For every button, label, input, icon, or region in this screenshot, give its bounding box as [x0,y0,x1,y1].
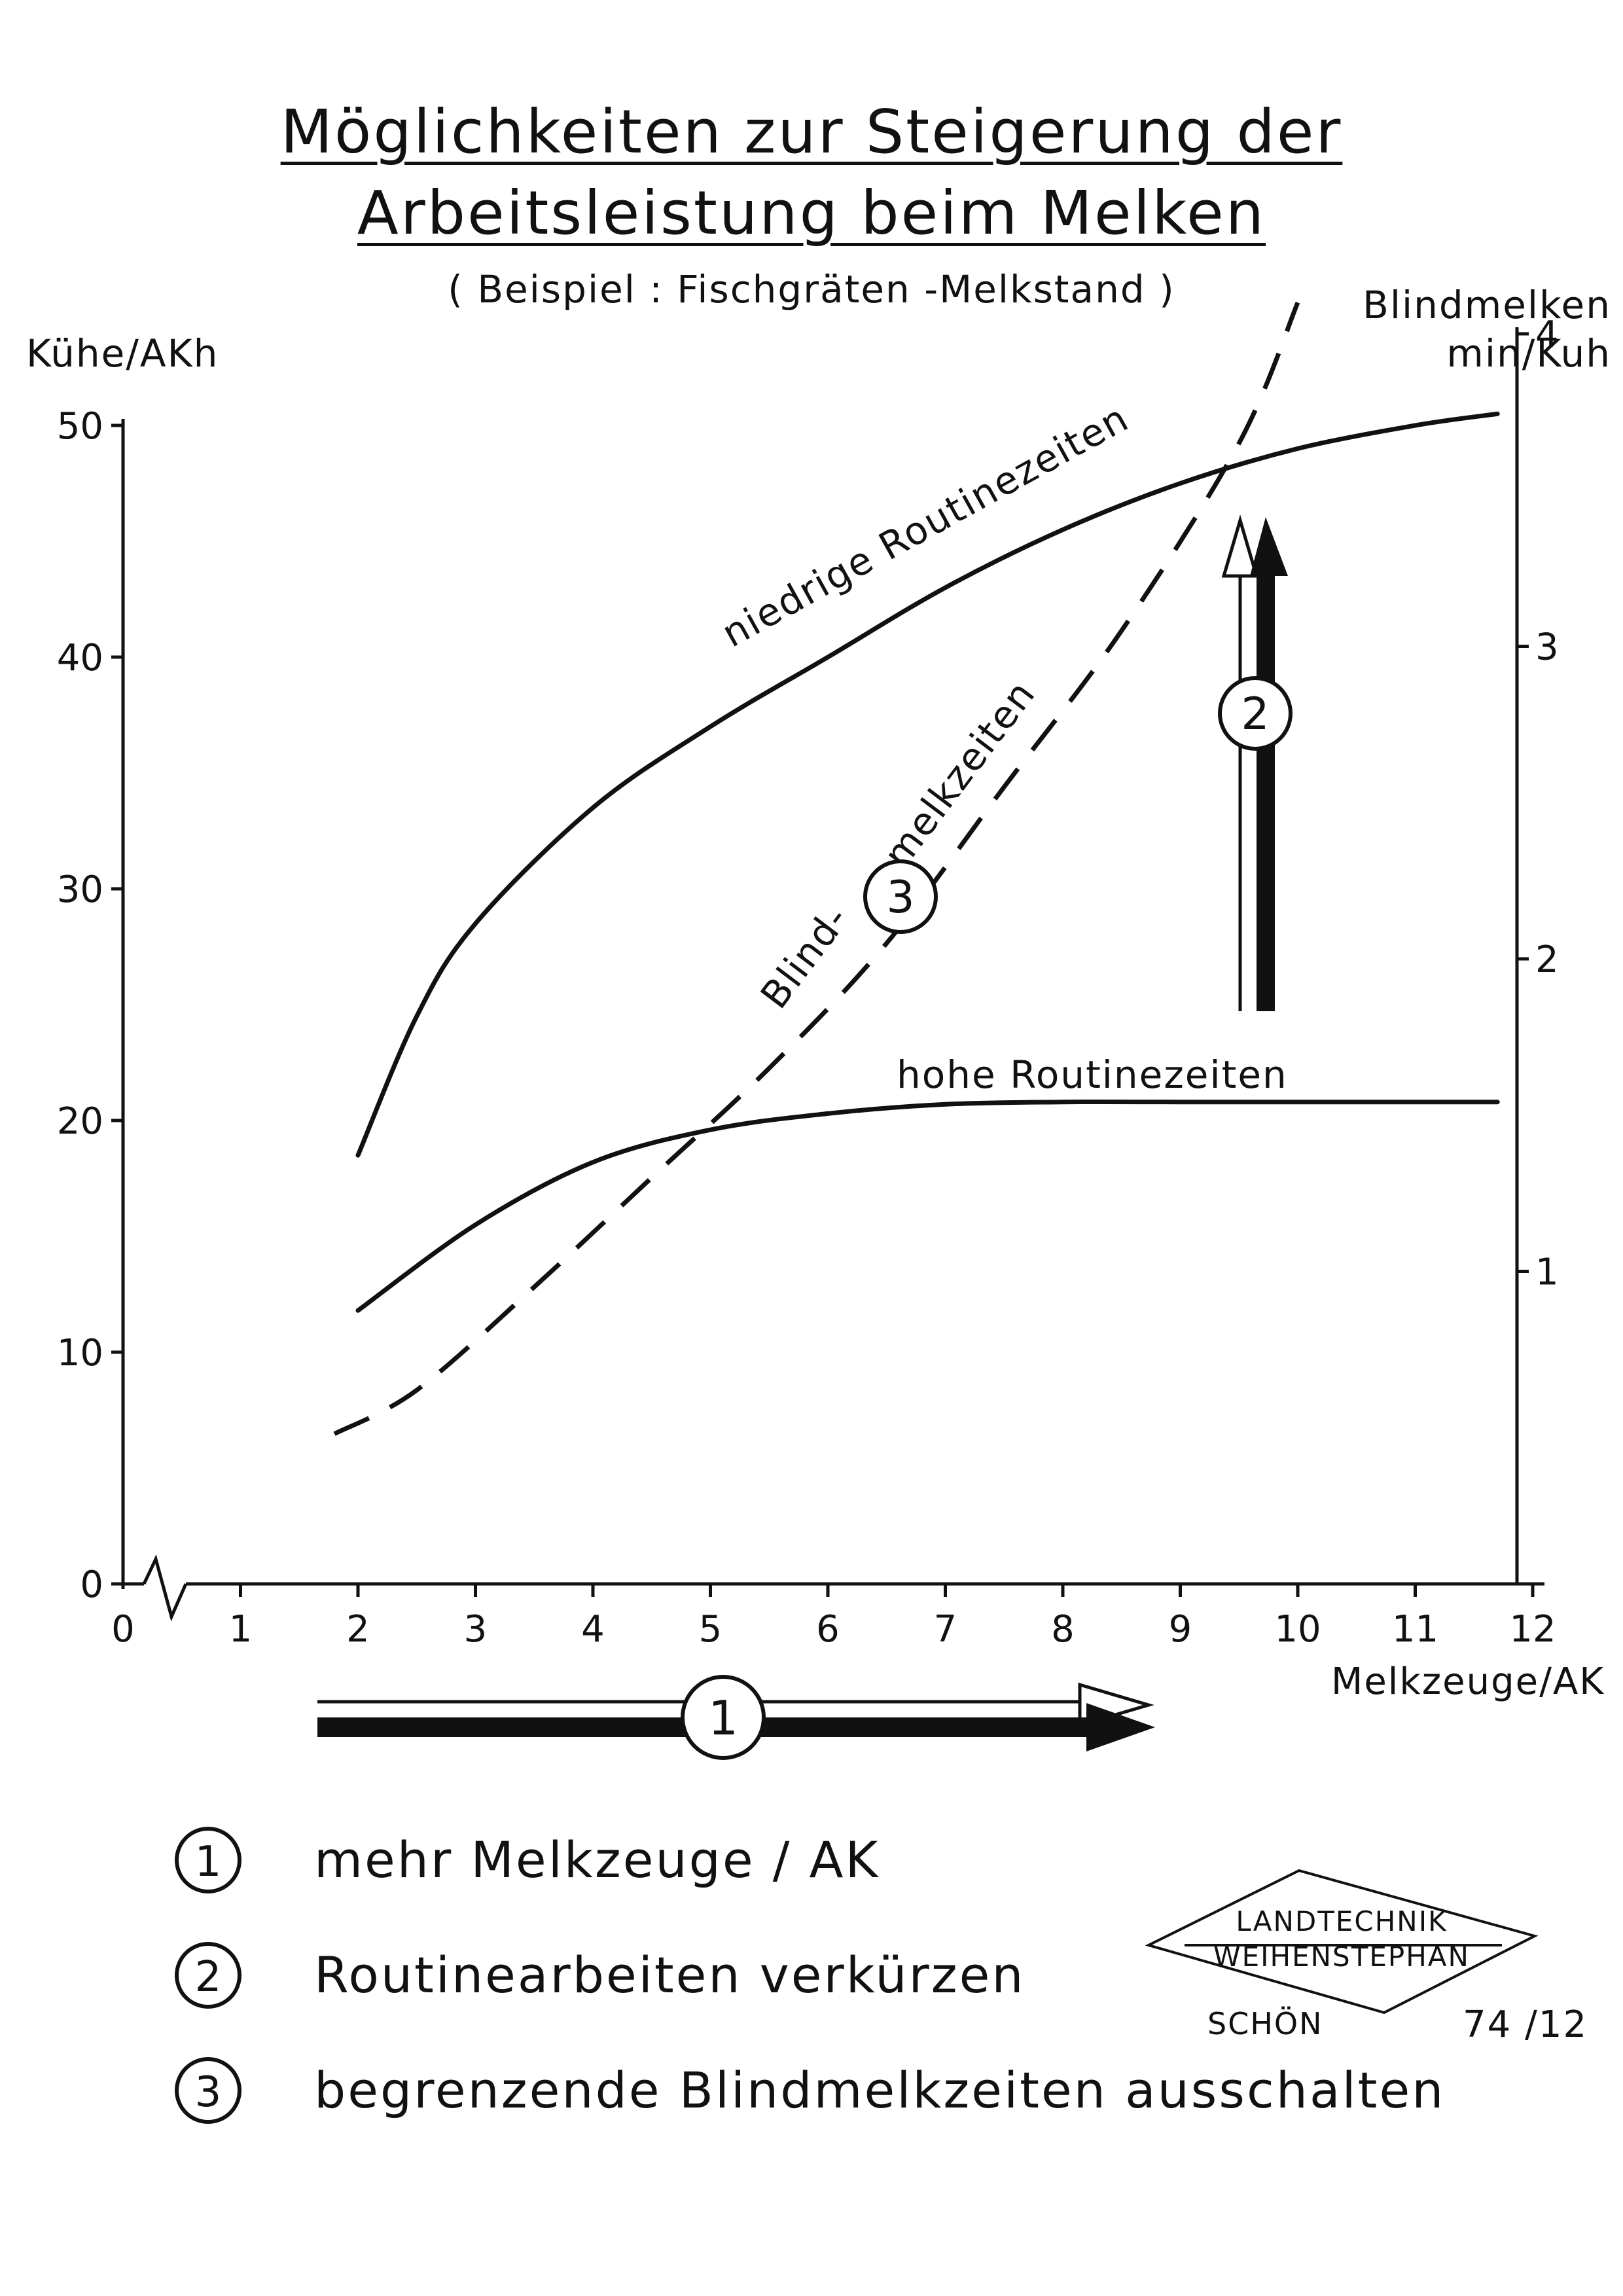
page-subtitle: ( Beispiel : Fischgräten -Melkstand ) [448,267,1175,312]
x-tick-label-6: 6 [816,1608,840,1651]
stamp-code: 74 /12 [1463,2003,1588,2046]
stamp-line-1: LANDTECHNIK [1236,1905,1447,1937]
x-axis-break [142,1554,188,1622]
x-tick-label-11: 11 [1392,1608,1438,1651]
y-left-tick-label-20: 20 [57,1100,103,1143]
x-tick-label-1: 1 [229,1608,253,1651]
series-group [333,301,1500,1436]
legend-item-3: 3 begrenzende Blindmelkzeiten ausschalte… [175,2057,1445,2124]
stamp-author: SCHÖN [1207,2006,1323,2041]
legend-item-3-label: begrenzende Blindmelkzeiten ausschalten [314,2061,1445,2119]
x-tick-label-7: 7 [934,1608,957,1651]
label-blind: Blind- [752,897,858,1017]
x-tick-label-4: 4 [581,1608,605,1651]
legend-item-1-label: mehr Melkzeuge / AK [314,1831,880,1889]
x-tick-label-2: 2 [346,1608,370,1651]
marker-1-circle [681,1675,766,1760]
x-tick-label-9: 9 [1169,1608,1192,1651]
y-axis-left-label: Kühe/AKh [26,331,219,376]
y-left-tick-label-40: 40 [57,637,103,679]
legend-item-2: 2 Routinearbeiten verkürzen [175,1942,1026,2009]
series-line-3 [333,301,1300,1436]
x-tick-label-8: 8 [1051,1608,1075,1651]
legend-item-3-number: 3 [195,2068,222,2117]
title-text-2: Arbeitsleistung beim Melken [357,178,1266,248]
legend-item-1-circle [175,1827,241,1893]
series-line-2 [355,1099,1500,1313]
page-title-line-2: Arbeitsleistung beim Melken [0,178,1623,248]
series-line-1 [355,411,1500,1158]
marker-2-circle [1218,676,1293,751]
stamp-landtechnik: LANDTECHNIK WEIHENSTEPHAN SCHÖN 74 /12 [1145,1869,1588,2046]
x-tick-label-3: 3 [464,1608,488,1651]
y-axis-right-label-line2: min/Kuh [1446,331,1611,376]
legend-item-2-circle [175,1942,241,2009]
marker-2-number: 2 [1241,689,1269,740]
marker-3-circle [863,859,938,934]
page-title-line-1: Möglichkeiten zur Steigerung der [0,97,1623,167]
y-left-tick-label-0: 0 [80,1564,103,1606]
arrow-2-solid-head [1250,517,1288,576]
arrow-1-solid-head [1086,1703,1155,1751]
marker-3-number: 3 [886,872,914,924]
x-axis-label: Melkzeuge/AK [1331,1660,1605,1703]
x-tick-label-0: 0 [111,1608,135,1651]
y-right-tick-label-3: 3 [1535,626,1559,669]
legend: 1 mehr Melkzeuge / AK 2 Routinearbeiten … [175,1827,1445,2124]
x-tick-label-10: 10 [1274,1608,1321,1651]
stamp-border [1145,1869,1539,2015]
x-tick-label-12: 12 [1509,1608,1556,1651]
y-right-tick-label-4: 4 [1535,314,1559,356]
arrow-2: 2 [1218,514,1293,1011]
y-left-tick-label-50: 50 [57,405,103,448]
y-axis-right-label-line1: Blindmelken [1363,283,1611,327]
y-right-tick-label-1: 1 [1535,1251,1559,1294]
y-left-tick-label-10: 10 [57,1332,103,1374]
arrow-2-open-head [1221,514,1259,578]
legend-item-3-circle [175,2057,241,2124]
stamp-line-2: WEIHENSTEPHAN [1213,1941,1470,1973]
arrow-1: 1 [317,1675,1155,1760]
legend-item-2-label: Routinearbeiten verkürzen [314,1946,1026,2004]
label-hohe-routinezeiten: hohe Routinezeiten [897,1052,1288,1097]
axes [121,327,1544,1622]
legend-item-1: 1 mehr Melkzeuge / AK [175,1827,880,1893]
legend-item-2-number: 2 [195,1953,222,2001]
title-text-1: Möglichkeiten zur Steigerung der [280,97,1343,167]
arrow-2-thick-shaft [1257,576,1275,1011]
y-right-tick-label-2: 2 [1535,939,1559,981]
legend-item-1-number: 1 [195,1838,222,1886]
y-left-tick-label-30: 30 [57,869,103,911]
marker-1-number: 1 [708,1691,738,1746]
marker-3: 3 [863,859,938,934]
x-tick-label-5: 5 [699,1608,722,1651]
